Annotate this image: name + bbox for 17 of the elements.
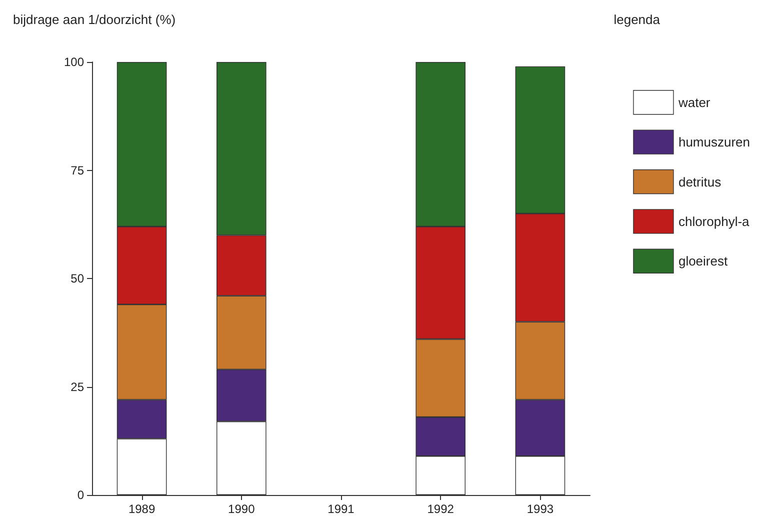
legend-label: gloeirest [678,254,728,269]
y-tick-label: 50 [70,272,84,286]
x-tick-label: 1989 [128,502,156,516]
y-tick-label: 100 [64,55,84,69]
y-tick-label: 25 [70,380,84,394]
legend-label: water [677,94,711,110]
x-tick-label: 1993 [526,502,554,516]
legend-label: chlorophyl-a [678,214,750,229]
x-tick-label: 1990 [228,502,256,516]
x-tick-label: 1991 [328,502,355,516]
y-tick-label: 0 [77,488,84,502]
legend-label: detritus [678,174,722,190]
y-tick-label: 75 [70,163,84,178]
x-tick-label: 1992 [427,502,454,516]
legend-title: legenda [614,12,661,27]
y-axis-title: bijdrage aan 1/doorzicht (%) [13,12,176,27]
legend-label: humuszuren [678,134,750,150]
